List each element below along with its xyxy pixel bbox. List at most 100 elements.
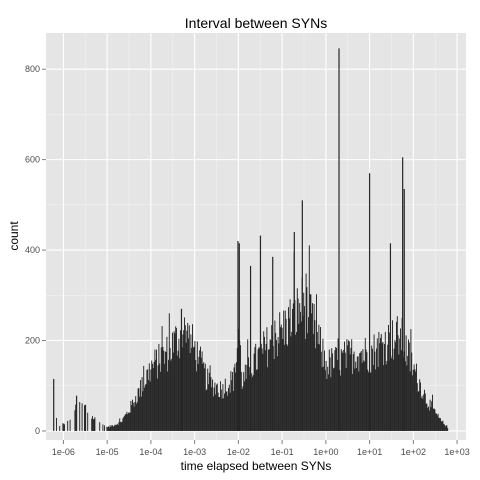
histogram-bar [261,348,263,431]
histogram-bar [325,360,327,431]
histogram-bar [424,389,425,431]
x-tick-label: 1e-01 [271,447,294,457]
histogram-bar [419,379,421,431]
histogram-bar [414,369,416,431]
histogram-bar [64,424,65,431]
histogram-bar [248,367,250,431]
histogram-bar [143,365,145,431]
histogram-bar [330,377,332,431]
histogram-bar [421,395,423,431]
histogram-bar [216,383,218,431]
histogram-bar [361,362,363,431]
histogram-bar [418,391,420,431]
histogram-bar [230,371,232,431]
histogram-bar [304,339,306,431]
histogram-bar [201,351,203,431]
histogram-bar [397,335,399,431]
histogram-bar [372,348,373,431]
histogram-bar [374,351,376,431]
histogram-bar [188,338,189,431]
histogram-bar [87,412,89,431]
histogram-bar [269,339,271,431]
histogram-bar [136,402,138,431]
histogram-bar [432,394,433,431]
histogram-bar [365,349,367,431]
histogram-bar [112,426,114,431]
histogram-bar [417,391,419,431]
histogram-bar [337,338,339,431]
histogram-bar [339,370,341,431]
histogram-bar [246,365,248,431]
histogram-bar [244,381,245,431]
histogram-bar [232,391,234,431]
histogram-bar [312,303,313,431]
histogram-bar [258,347,260,431]
histogram-bar [135,396,137,431]
histogram-bar [102,424,104,431]
histogram-bar [376,338,378,431]
x-axis-label: time elapsed between SYNs [181,459,332,473]
histogram-bar [437,413,439,431]
histogram-bar [59,425,61,431]
histogram-bar [91,418,93,431]
histogram-bar [412,369,414,431]
histogram-bar [432,408,434,431]
histogram-bar [184,317,185,431]
histogram-bar [264,336,265,431]
histogram-bar [108,427,110,431]
histogram-bar [311,313,313,431]
histogram-bar [423,394,425,431]
histogram-bar [225,392,227,431]
x-tick-label: 1e-02 [227,447,250,457]
histogram-bar [196,341,198,431]
histogram-bar [215,394,217,431]
histogram-bar [161,326,163,431]
histogram-bar [204,363,206,431]
histogram-bar [171,358,173,431]
histogram-bar [209,365,211,431]
histogram-spike [338,48,340,431]
histogram-bar [186,330,188,431]
histogram-bar [125,414,127,431]
histogram-bar [228,384,230,431]
histogram-bar [277,337,279,431]
histogram-bar [140,396,142,431]
histogram-bar [340,375,341,431]
histogram-bar [296,332,297,431]
histogram-bar [218,397,220,431]
histogram-bar [129,412,131,431]
histogram-bar [204,368,205,431]
histogram-bar [254,347,256,431]
histogram-bar [235,372,237,431]
histogram-spike [389,243,392,431]
histogram-bar [335,346,337,431]
histogram-bar [220,381,221,431]
histogram-bar [99,422,101,431]
histogram-bar [262,353,264,431]
histogram-bar [435,413,437,431]
y-tick-label: 200 [25,336,40,346]
histogram-bar [348,341,350,431]
histogram-bar [396,321,397,431]
histogram-bar [322,338,324,431]
histogram-bar [381,343,383,431]
histogram-bar [231,380,233,431]
histogram-bar [443,423,445,431]
histogram-bar [154,349,156,431]
histogram-bar [332,353,333,431]
histogram-bar [328,374,329,431]
histogram-bar [264,350,266,431]
histogram-bar [420,382,421,431]
histogram-bar [345,367,347,431]
histogram-spike [75,395,78,431]
histogram-bar [206,389,208,431]
y-tick-label: 400 [25,245,40,255]
histogram-bar [411,352,413,431]
histogram-bar [300,321,302,431]
histogram-bar [151,360,153,431]
histogram-bar [156,349,157,431]
histogram-bar [94,417,96,431]
histogram-bar [382,341,384,431]
histogram-bar [168,313,170,431]
